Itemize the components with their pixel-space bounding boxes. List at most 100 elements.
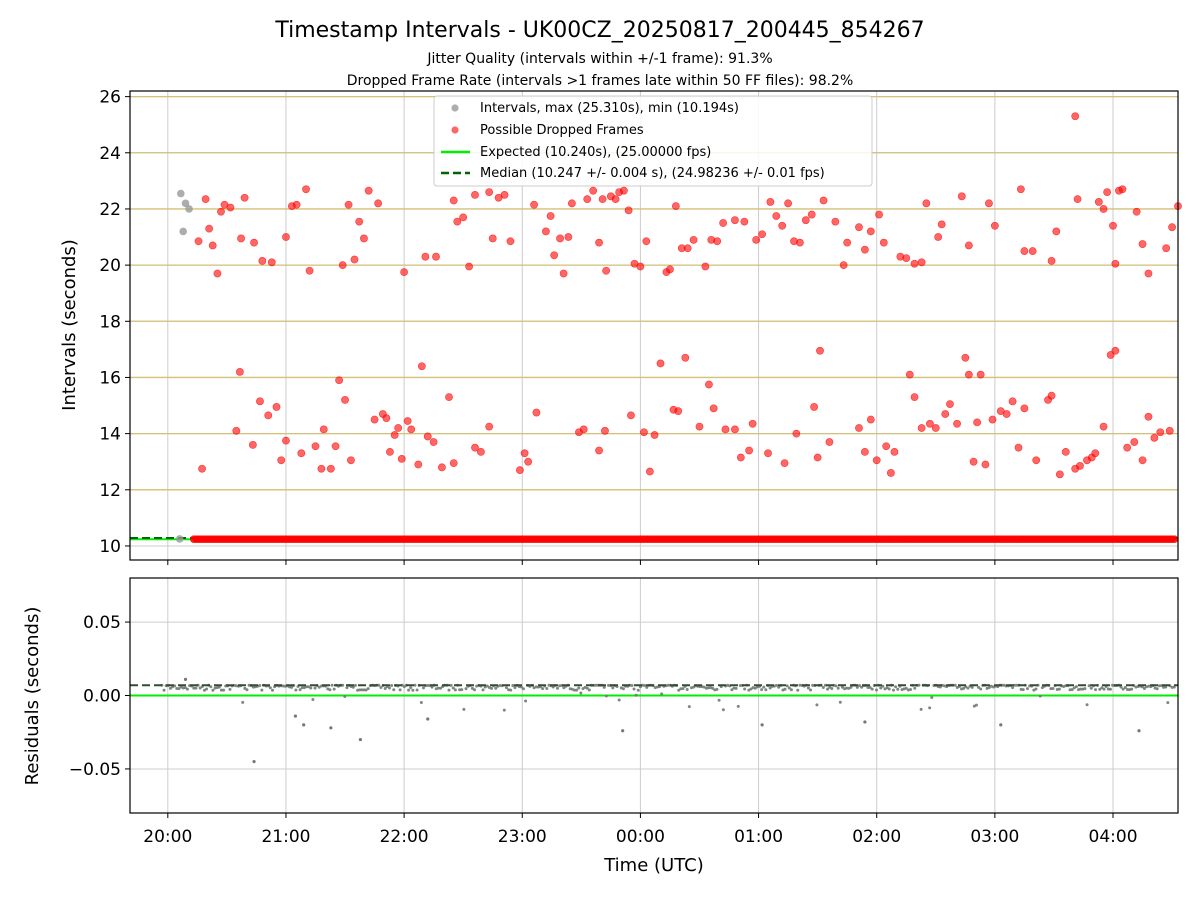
dropped-frame-point [1047, 391, 1056, 400]
residual-point [209, 685, 213, 689]
dropped-frame-point [1111, 346, 1120, 355]
dropped-frame-point [976, 370, 985, 379]
residual-point [734, 686, 738, 690]
residual-point [470, 686, 474, 690]
residual-point [364, 688, 368, 692]
x-tick-label: 01:00 [734, 827, 783, 847]
residual-point [521, 687, 525, 691]
dropped-frame-point [583, 195, 592, 204]
interval-point [175, 535, 184, 543]
top-ylabel: Intervals (seconds) [59, 239, 80, 411]
top-ytick-label: 24 [99, 144, 121, 164]
dropped-frame-point [520, 449, 529, 458]
residual-point [162, 688, 166, 692]
dropped-frame-point [964, 241, 973, 250]
residual-point [1051, 687, 1055, 691]
dropped-frame-point [201, 195, 210, 204]
dropped-frame-point [1118, 185, 1127, 194]
dropped-frame-point [701, 262, 710, 271]
residual-point [353, 683, 357, 687]
dropped-frame-point [471, 443, 479, 452]
residual-point [524, 699, 528, 703]
x-tick-label: 20:00 [143, 827, 192, 847]
residual-point [1040, 686, 1044, 690]
residual-point [806, 686, 810, 690]
chart-title: Timestamp Intervals - UK00CZ_20250817_20… [274, 18, 924, 43]
residual-point [579, 691, 583, 695]
dropped-frame-point [645, 467, 654, 476]
dropped-frame-point [882, 442, 891, 451]
dropped-frame-point [1103, 188, 1112, 197]
top-plot-marks [130, 112, 1182, 544]
dropped-frame-point [953, 419, 961, 428]
dropped-frame-point [459, 213, 468, 222]
legend-intervals-marker [451, 104, 459, 112]
chart-subtitle-jitter: Jitter Quality (intervals within +/-1 fr… [426, 51, 772, 67]
residual-point [887, 687, 891, 691]
residual-point [602, 685, 606, 689]
dropped-frame-point [872, 456, 881, 465]
dropped-frame-point [855, 424, 863, 432]
bottom-plot-marks [130, 677, 1178, 764]
residual-point [1098, 687, 1102, 691]
residual-point [1121, 687, 1125, 691]
residual-point [815, 703, 819, 707]
dropped-frame-point [831, 217, 840, 226]
dropped-frame-point [1099, 205, 1108, 213]
residual-point [411, 688, 415, 692]
residual-point [721, 708, 725, 712]
residual-point [685, 688, 689, 692]
x-tick-label: 02:00 [852, 827, 901, 847]
residual-point [738, 683, 742, 687]
residual-point [749, 687, 753, 691]
dropped-frame-point [194, 237, 203, 246]
dropped-frame-point [344, 200, 353, 209]
dropped-frame-point [453, 217, 462, 226]
residual-point [1085, 703, 1089, 707]
residual-point [504, 686, 508, 690]
dropped-frame-point [240, 193, 249, 202]
dropped-frame-point [941, 410, 950, 418]
interval-point [179, 227, 187, 236]
residual-point [715, 687, 719, 691]
dropped-frame-point [232, 426, 241, 435]
top-ytick-label: 26 [99, 88, 121, 108]
dropped-frame-point [792, 429, 801, 438]
residual-point [930, 695, 934, 699]
dropped-frame-point [1014, 443, 1023, 452]
residual-point [585, 686, 589, 690]
dropped-frame-point [990, 221, 999, 230]
residual-point [874, 688, 878, 692]
dropped-frame-point [601, 426, 609, 435]
residual-point [490, 686, 494, 690]
residual-outlier-point [621, 729, 625, 733]
top-plot-ticks: 10 12 14 16 18 20 22 24 26 [99, 88, 1114, 565]
dropped-frame-point [917, 424, 926, 432]
dropped-frame-point [683, 244, 692, 253]
residual-point [387, 686, 391, 690]
residual-point [1049, 687, 1053, 691]
residual-point [611, 686, 615, 690]
dropped-frame-point [1016, 185, 1025, 194]
dropped-frame-point [198, 464, 206, 473]
residual-point [298, 688, 302, 692]
dropped-frame-point [681, 353, 690, 362]
dropped-frame-point [839, 261, 848, 270]
residual-point [447, 688, 451, 692]
dropped-frame-point [1138, 240, 1147, 248]
residual-point [891, 688, 895, 692]
dropped-frame-point [331, 442, 340, 451]
dropped-frame-point [1109, 221, 1117, 230]
residual-point [481, 688, 485, 692]
residual-point [660, 692, 664, 696]
dropped-frame-point [780, 459, 789, 468]
residual-point [351, 685, 355, 689]
residual-point [621, 687, 625, 691]
residual-outlier-point [999, 723, 1003, 727]
dropped-frame-point [917, 258, 926, 267]
dropped-frame-point [237, 234, 245, 243]
residual-point [760, 688, 764, 692]
legend-box [433, 95, 873, 187]
dropped-band-point [1170, 535, 1179, 544]
dropped-frame-point [825, 438, 834, 446]
